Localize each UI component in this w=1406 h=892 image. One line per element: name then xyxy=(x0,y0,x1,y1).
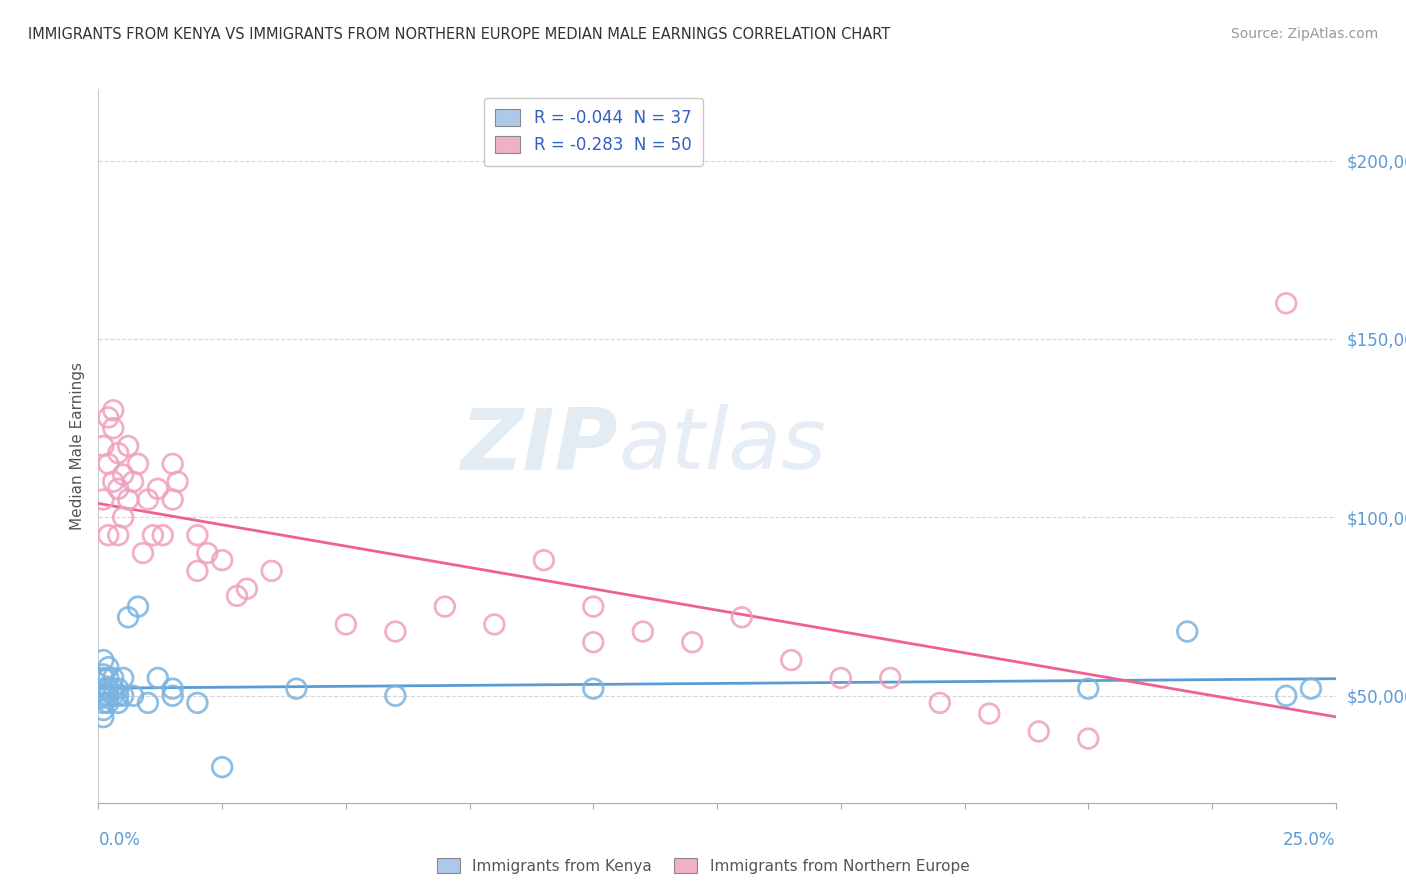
Point xyxy=(112,689,135,703)
Point xyxy=(122,689,145,703)
Point xyxy=(103,689,125,703)
Point xyxy=(97,681,120,696)
Point xyxy=(162,689,184,703)
Point xyxy=(1077,681,1099,696)
Point xyxy=(146,482,169,496)
Text: atlas: atlas xyxy=(619,404,827,488)
Legend: R = -0.044  N = 37, R = -0.283  N = 50: R = -0.044 N = 37, R = -0.283 N = 50 xyxy=(484,97,703,166)
Point xyxy=(582,681,605,696)
Point xyxy=(186,564,208,578)
Point xyxy=(211,760,233,774)
Point xyxy=(484,617,506,632)
Point xyxy=(1175,624,1198,639)
Point xyxy=(112,510,135,524)
Point xyxy=(211,553,233,567)
Point xyxy=(136,492,159,507)
Point xyxy=(1299,681,1322,696)
Point xyxy=(107,528,129,542)
Point xyxy=(93,710,115,724)
Point xyxy=(384,624,406,639)
Point xyxy=(107,446,129,460)
Text: 0.0%: 0.0% xyxy=(98,831,141,849)
Point xyxy=(97,457,120,471)
Point xyxy=(146,671,169,685)
Point xyxy=(142,528,165,542)
Point xyxy=(112,671,135,685)
Point xyxy=(166,475,188,489)
Point xyxy=(979,706,1001,721)
Point xyxy=(162,492,184,507)
Point xyxy=(93,671,115,685)
Point xyxy=(97,528,120,542)
Point xyxy=(830,671,852,685)
Point xyxy=(93,703,115,717)
Point xyxy=(433,599,456,614)
Point xyxy=(335,617,357,632)
Point xyxy=(103,671,125,685)
Point xyxy=(226,589,249,603)
Point xyxy=(97,410,120,425)
Point xyxy=(97,689,120,703)
Point xyxy=(97,671,120,685)
Point xyxy=(582,599,605,614)
Point xyxy=(107,696,129,710)
Point xyxy=(112,467,135,482)
Point xyxy=(1077,731,1099,746)
Point xyxy=(162,457,184,471)
Point xyxy=(186,696,208,710)
Point xyxy=(107,681,129,696)
Point xyxy=(152,528,174,542)
Point xyxy=(162,681,184,696)
Point xyxy=(97,696,120,710)
Point xyxy=(107,689,129,703)
Point xyxy=(285,681,308,696)
Point xyxy=(93,439,115,453)
Point xyxy=(236,582,259,596)
Point xyxy=(928,696,950,710)
Point xyxy=(93,492,115,507)
Point xyxy=(127,457,149,471)
Point xyxy=(93,681,115,696)
Point xyxy=(103,421,125,435)
Point xyxy=(1275,296,1298,310)
Point xyxy=(93,653,115,667)
Point xyxy=(103,681,125,696)
Point xyxy=(136,696,159,710)
Point xyxy=(93,689,115,703)
Point xyxy=(1275,689,1298,703)
Point xyxy=(103,475,125,489)
Point xyxy=(97,660,120,674)
Point xyxy=(107,482,129,496)
Point xyxy=(681,635,703,649)
Point xyxy=(582,635,605,649)
Point xyxy=(93,696,115,710)
Point xyxy=(93,667,115,681)
Point xyxy=(117,610,139,624)
Legend: Immigrants from Kenya, Immigrants from Northern Europe: Immigrants from Kenya, Immigrants from N… xyxy=(430,852,976,880)
Point xyxy=(127,599,149,614)
Text: Source: ZipAtlas.com: Source: ZipAtlas.com xyxy=(1230,27,1378,41)
Point xyxy=(186,528,208,542)
Point xyxy=(103,403,125,417)
Text: ZIP: ZIP xyxy=(460,404,619,488)
Point xyxy=(731,610,754,624)
Point xyxy=(132,546,155,560)
Point xyxy=(260,564,283,578)
Point xyxy=(533,553,555,567)
Point xyxy=(195,546,218,560)
Text: IMMIGRANTS FROM KENYA VS IMMIGRANTS FROM NORTHERN EUROPE MEDIAN MALE EARNINGS CO: IMMIGRANTS FROM KENYA VS IMMIGRANTS FROM… xyxy=(28,27,890,42)
Point xyxy=(384,689,406,703)
Point xyxy=(631,624,654,639)
Point xyxy=(117,439,139,453)
Point xyxy=(1028,724,1050,739)
Point xyxy=(122,475,145,489)
Y-axis label: Median Male Earnings: Median Male Earnings xyxy=(69,362,84,530)
Text: 25.0%: 25.0% xyxy=(1284,831,1336,849)
Point xyxy=(780,653,803,667)
Point xyxy=(879,671,901,685)
Point xyxy=(117,492,139,507)
